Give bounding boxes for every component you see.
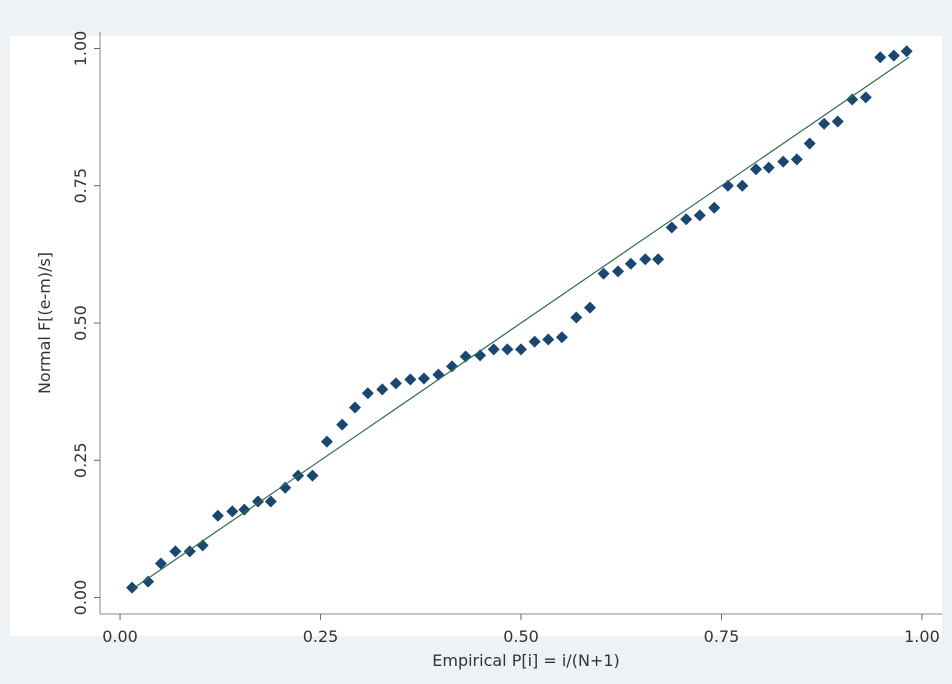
x-tick-label: 0.25 — [303, 627, 339, 646]
x-tick-label: 0.00 — [102, 627, 138, 646]
chart: Empirical P[i] = i/(N+1) Normal F[(e-m)/… — [0, 0, 952, 684]
y-tick-label: 0.00 — [71, 580, 90, 616]
y-tick-label: 0.75 — [71, 168, 90, 204]
plot-region — [10, 36, 942, 636]
x-tick-label: 1.00 — [904, 627, 940, 646]
x-axis-label: Empirical P[i] = i/(N+1) — [432, 651, 619, 670]
x-tick-label: 0.50 — [503, 627, 539, 646]
y-tick-label: 0.25 — [71, 442, 90, 478]
x-tick-label: 0.75 — [704, 627, 740, 646]
y-tick-label: 1.00 — [71, 31, 90, 67]
y-axis-label: Normal F[(e-m)/s] — [35, 252, 54, 394]
y-tick-label: 0.50 — [71, 305, 90, 341]
